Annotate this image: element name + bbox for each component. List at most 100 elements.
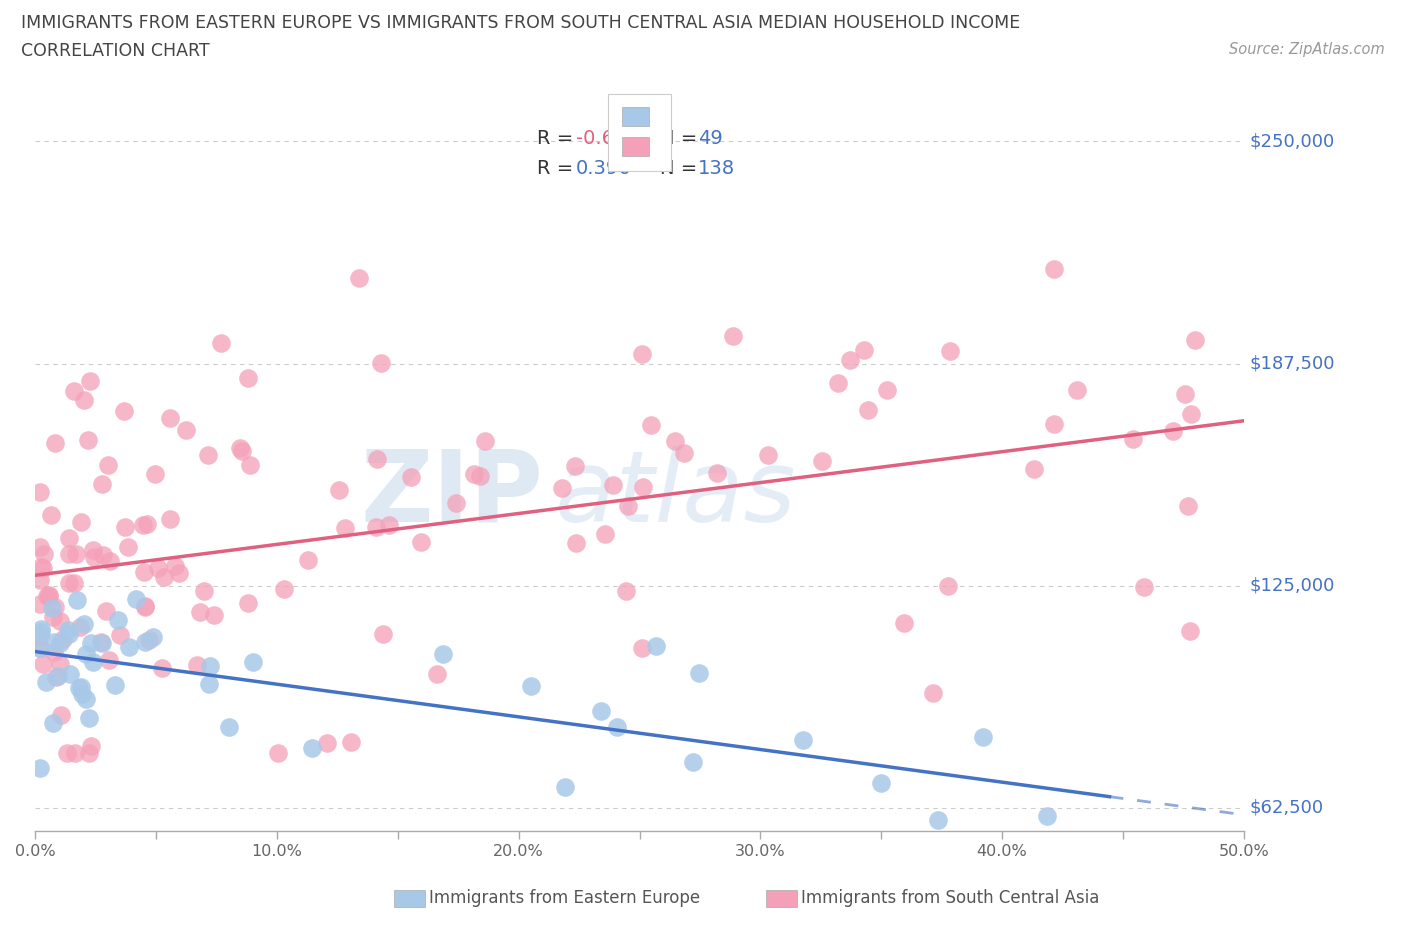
Text: $250,000: $250,000 bbox=[1250, 132, 1336, 151]
Point bbox=[273, 581, 295, 596]
Point bbox=[1174, 386, 1197, 401]
Point bbox=[134, 600, 156, 615]
Point bbox=[91, 476, 114, 491]
Point bbox=[104, 677, 127, 692]
Text: 0.396: 0.396 bbox=[575, 159, 631, 178]
Point bbox=[34, 674, 56, 689]
Point bbox=[82, 654, 104, 669]
Point bbox=[236, 596, 259, 611]
Point bbox=[42, 610, 65, 625]
Point bbox=[366, 520, 388, 535]
Point bbox=[90, 634, 112, 649]
Point bbox=[163, 558, 186, 573]
Point bbox=[564, 458, 586, 473]
Point bbox=[174, 423, 197, 438]
Text: $62,500: $62,500 bbox=[1250, 799, 1324, 817]
Point bbox=[77, 711, 100, 725]
Point bbox=[1177, 498, 1199, 513]
Point bbox=[432, 647, 454, 662]
Point bbox=[82, 542, 104, 557]
Point bbox=[30, 559, 52, 574]
Point bbox=[70, 680, 93, 695]
Point bbox=[606, 720, 628, 735]
Point bbox=[112, 404, 135, 418]
Point bbox=[153, 570, 176, 585]
Point bbox=[41, 601, 63, 616]
Point bbox=[79, 745, 101, 760]
Point bbox=[63, 384, 86, 399]
Point bbox=[73, 392, 96, 407]
Point bbox=[146, 561, 169, 576]
Point bbox=[267, 745, 290, 760]
Point bbox=[83, 549, 105, 564]
Text: -0.647: -0.647 bbox=[575, 129, 638, 149]
Point bbox=[444, 496, 467, 511]
Point bbox=[869, 776, 891, 790]
Point bbox=[63, 745, 86, 760]
Point bbox=[98, 553, 121, 568]
Point bbox=[1243, 350, 1265, 365]
Point bbox=[117, 539, 139, 554]
Point bbox=[242, 655, 264, 670]
Point bbox=[426, 667, 449, 682]
Point bbox=[98, 653, 121, 668]
Point bbox=[218, 719, 240, 734]
Point bbox=[67, 681, 90, 696]
Point bbox=[463, 466, 485, 481]
Point bbox=[56, 745, 79, 760]
Point bbox=[1043, 417, 1066, 432]
Point bbox=[30, 485, 52, 499]
Point bbox=[411, 535, 433, 550]
Point bbox=[80, 738, 103, 753]
Point bbox=[79, 374, 101, 389]
Point bbox=[640, 418, 662, 432]
Point bbox=[316, 736, 339, 751]
Point bbox=[30, 622, 52, 637]
Point bbox=[30, 539, 52, 554]
Point bbox=[32, 561, 55, 576]
Text: 49: 49 bbox=[697, 129, 723, 149]
Point bbox=[616, 498, 638, 513]
Point bbox=[30, 625, 52, 640]
Point bbox=[371, 626, 394, 641]
Text: 138: 138 bbox=[697, 159, 735, 178]
Point bbox=[202, 607, 225, 622]
Point bbox=[328, 483, 350, 498]
Legend: , : , bbox=[609, 94, 671, 170]
Point bbox=[125, 591, 148, 606]
Point bbox=[49, 708, 72, 723]
Point bbox=[77, 432, 100, 447]
Point bbox=[565, 536, 588, 551]
Point bbox=[839, 353, 862, 368]
Point bbox=[58, 575, 80, 590]
Point bbox=[645, 638, 668, 653]
Point bbox=[349, 270, 371, 285]
Point bbox=[193, 584, 215, 599]
Text: Immigrants from Eastern Europe: Immigrants from Eastern Europe bbox=[429, 889, 700, 908]
Point bbox=[366, 451, 388, 466]
Point bbox=[1043, 261, 1066, 276]
Text: IMMIGRANTS FROM EASTERN EUROPE VS IMMIGRANTS FROM SOUTH CENTRAL ASIA MEDIAN HOUS: IMMIGRANTS FROM EASTERN EUROPE VS IMMIGR… bbox=[21, 14, 1021, 32]
Point bbox=[927, 812, 949, 827]
Point bbox=[1122, 432, 1144, 446]
Point bbox=[1035, 808, 1057, 823]
Point bbox=[688, 666, 710, 681]
Point bbox=[136, 517, 159, 532]
Point bbox=[1257, 568, 1279, 583]
Point bbox=[936, 578, 959, 593]
Point bbox=[297, 552, 319, 567]
Point bbox=[197, 447, 219, 462]
Point bbox=[96, 604, 118, 618]
Point bbox=[39, 508, 62, 523]
Point bbox=[186, 658, 208, 672]
Point bbox=[554, 779, 576, 794]
Point bbox=[1180, 406, 1202, 421]
Point bbox=[876, 382, 898, 397]
Point bbox=[90, 636, 112, 651]
Point bbox=[143, 467, 166, 482]
Point bbox=[893, 615, 915, 630]
Point bbox=[58, 623, 80, 638]
Point bbox=[631, 641, 654, 656]
Point bbox=[664, 433, 686, 448]
Point bbox=[117, 639, 139, 654]
